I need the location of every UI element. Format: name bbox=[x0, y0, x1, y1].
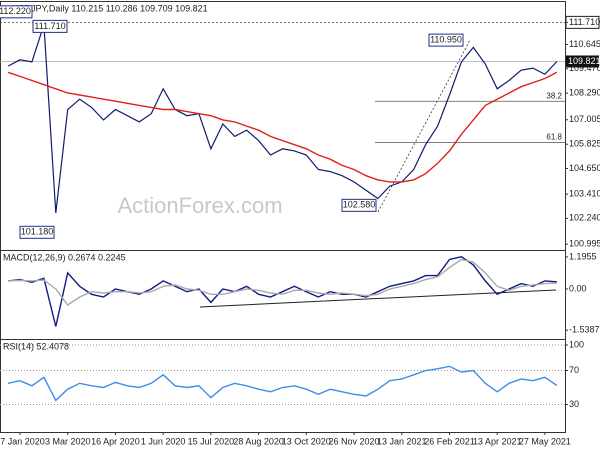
x-tick-label: 26 Feb 2021 bbox=[424, 436, 475, 446]
x-tick-label: 17 Jan 2020 bbox=[0, 436, 45, 446]
trend-line bbox=[377, 39, 471, 213]
y-tick-label: 104.650 bbox=[569, 163, 600, 173]
series-line bbox=[8, 258, 557, 306]
x-tick-label: 3 Mar 2020 bbox=[45, 436, 91, 446]
price-annotation-box bbox=[32, 19, 68, 33]
fib-label: 61.8 bbox=[546, 133, 562, 142]
x-tick-label: 27 May 2021 bbox=[519, 436, 571, 446]
panel-title: MACD(12,26,9) 0.2674 0.2245 bbox=[3, 252, 126, 262]
x-tick-label: 13 Apr 2021 bbox=[473, 436, 522, 446]
y-tick-label: 100.995 bbox=[569, 239, 600, 249]
x-tick-label: 26 Nov 2020 bbox=[329, 436, 380, 446]
fib-label: 38.2 bbox=[546, 91, 562, 100]
y-tick-label: 70 bbox=[569, 365, 579, 375]
price-annotation-box bbox=[0, 5, 33, 19]
last-price-label: 109.821 bbox=[568, 56, 600, 66]
panel-title: USDJPY,Daily 110.215 110.286 109.709 109… bbox=[12, 3, 208, 13]
price-annotation: 112.220 bbox=[0, 6, 31, 16]
price-annotation: 110.950 bbox=[430, 34, 462, 44]
series-line bbox=[7, 71, 558, 183]
y-tick-label: 1.1955 bbox=[569, 251, 597, 261]
x-tick-label: 1 Jun 2020 bbox=[141, 436, 186, 446]
price-annotation: 101.180 bbox=[21, 227, 54, 237]
y-tick-label: 102.240 bbox=[569, 213, 600, 223]
x-tick-label: 15 Jul 2020 bbox=[188, 436, 235, 446]
y-tick-label: 110.645 bbox=[569, 39, 600, 49]
price-annotation-box bbox=[428, 33, 464, 47]
y-tick-label: 107.005 bbox=[569, 114, 600, 124]
y-tick-label: 105.825 bbox=[569, 139, 600, 149]
y-tick-label: 0.00 bbox=[569, 283, 587, 293]
y-tick-label: -1.5387 bbox=[569, 325, 600, 335]
y-tick-label: 111.710 bbox=[569, 17, 600, 27]
price-annotation: 102.580 bbox=[343, 200, 376, 210]
series-line bbox=[7, 365, 558, 402]
y-tick-label: 100 bbox=[569, 339, 584, 349]
x-tick-label: 13 Jan 2021 bbox=[377, 436, 427, 446]
series-line bbox=[7, 24, 558, 214]
panel bbox=[0, 339, 566, 433]
panel-title: RSI(14) 52.4078 bbox=[3, 341, 69, 351]
y-tick-label: 108.290 bbox=[569, 88, 600, 98]
price-annotation-box bbox=[19, 225, 55, 239]
watermark: ActionForex.com bbox=[117, 193, 282, 218]
panel bbox=[0, 1, 566, 251]
price-annotation: 111.710 bbox=[34, 21, 65, 31]
price-annotation-box bbox=[341, 198, 377, 212]
y-tick-label: 30 bbox=[569, 399, 579, 409]
series-line bbox=[8, 256, 557, 327]
last-price-box bbox=[566, 55, 599, 68]
y-tick-label: 109.470 bbox=[569, 63, 600, 73]
x-tick-label: 16 Apr 2020 bbox=[91, 436, 140, 446]
x-tick-label: 13 Oct 2020 bbox=[282, 436, 331, 446]
y-tick-label: 103.410 bbox=[569, 189, 600, 199]
x-tick-label: 28 Aug 2020 bbox=[233, 436, 284, 446]
